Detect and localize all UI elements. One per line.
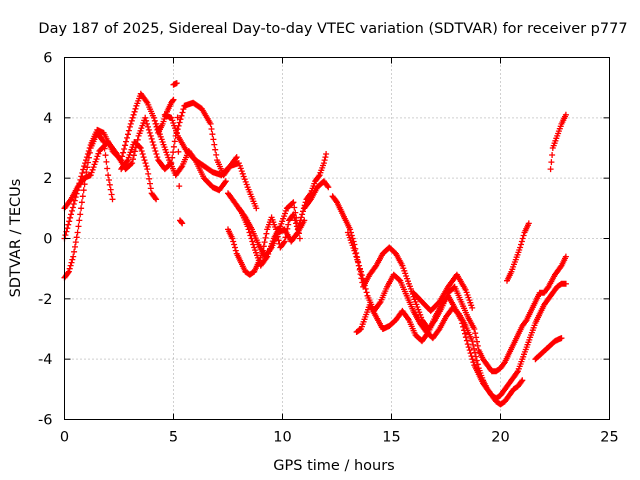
y-tick-label: 2 <box>43 171 52 187</box>
plus-marker-run <box>170 80 186 227</box>
axis-ticks <box>64 57 610 420</box>
series-track-n <box>353 292 526 408</box>
plus-marker-run <box>353 292 526 408</box>
y-tick-label: 4 <box>43 111 52 127</box>
series-track-q <box>532 335 565 363</box>
series-track-f <box>161 111 260 212</box>
x-tick-label: 0 <box>60 430 69 446</box>
x-tick-label: 5 <box>169 430 178 446</box>
y-tick-label: 6 <box>43 51 52 67</box>
x-tick-label: 10 <box>273 430 291 446</box>
y-tick-labels: -6 -4 -2 0 2 4 6 <box>38 51 52 429</box>
series-track-o <box>410 271 476 314</box>
series-track-d <box>118 139 160 203</box>
plus-marker-run <box>532 335 565 363</box>
x-tick-label: 25 <box>600 430 618 446</box>
plus-marker-run <box>410 271 476 314</box>
plus-marker-run <box>547 111 569 173</box>
plus-marker-run <box>504 220 532 284</box>
plus-marker-run <box>118 139 160 203</box>
series-track-g <box>170 80 186 227</box>
plus-marker-run <box>235 205 308 260</box>
x-tick-labels: 0 5 10 15 20 25 <box>60 430 619 446</box>
y-axis-label: SDTVAR / TECUs <box>8 179 24 298</box>
chart-title: Day 187 of 2025, Sidereal Day-to-day VTE… <box>38 21 627 37</box>
y-tick-label: 0 <box>43 232 52 248</box>
y-tick-label: -2 <box>38 292 52 308</box>
plus-marker-run <box>301 178 332 212</box>
y-tick-label: -4 <box>38 352 52 368</box>
series-track-p <box>504 220 532 284</box>
series-track-r <box>547 111 569 173</box>
grid-lines <box>64 57 610 420</box>
x-tick-label: 15 <box>382 430 400 446</box>
x-tick-label: 20 <box>491 430 509 446</box>
x-axis-label: GPS time / hours <box>273 458 394 474</box>
series-track-j <box>235 205 308 260</box>
y-tick-label: -6 <box>38 413 52 429</box>
series-track-k <box>301 178 332 212</box>
plus-marker-run <box>161 111 260 212</box>
data-marks <box>61 80 569 408</box>
